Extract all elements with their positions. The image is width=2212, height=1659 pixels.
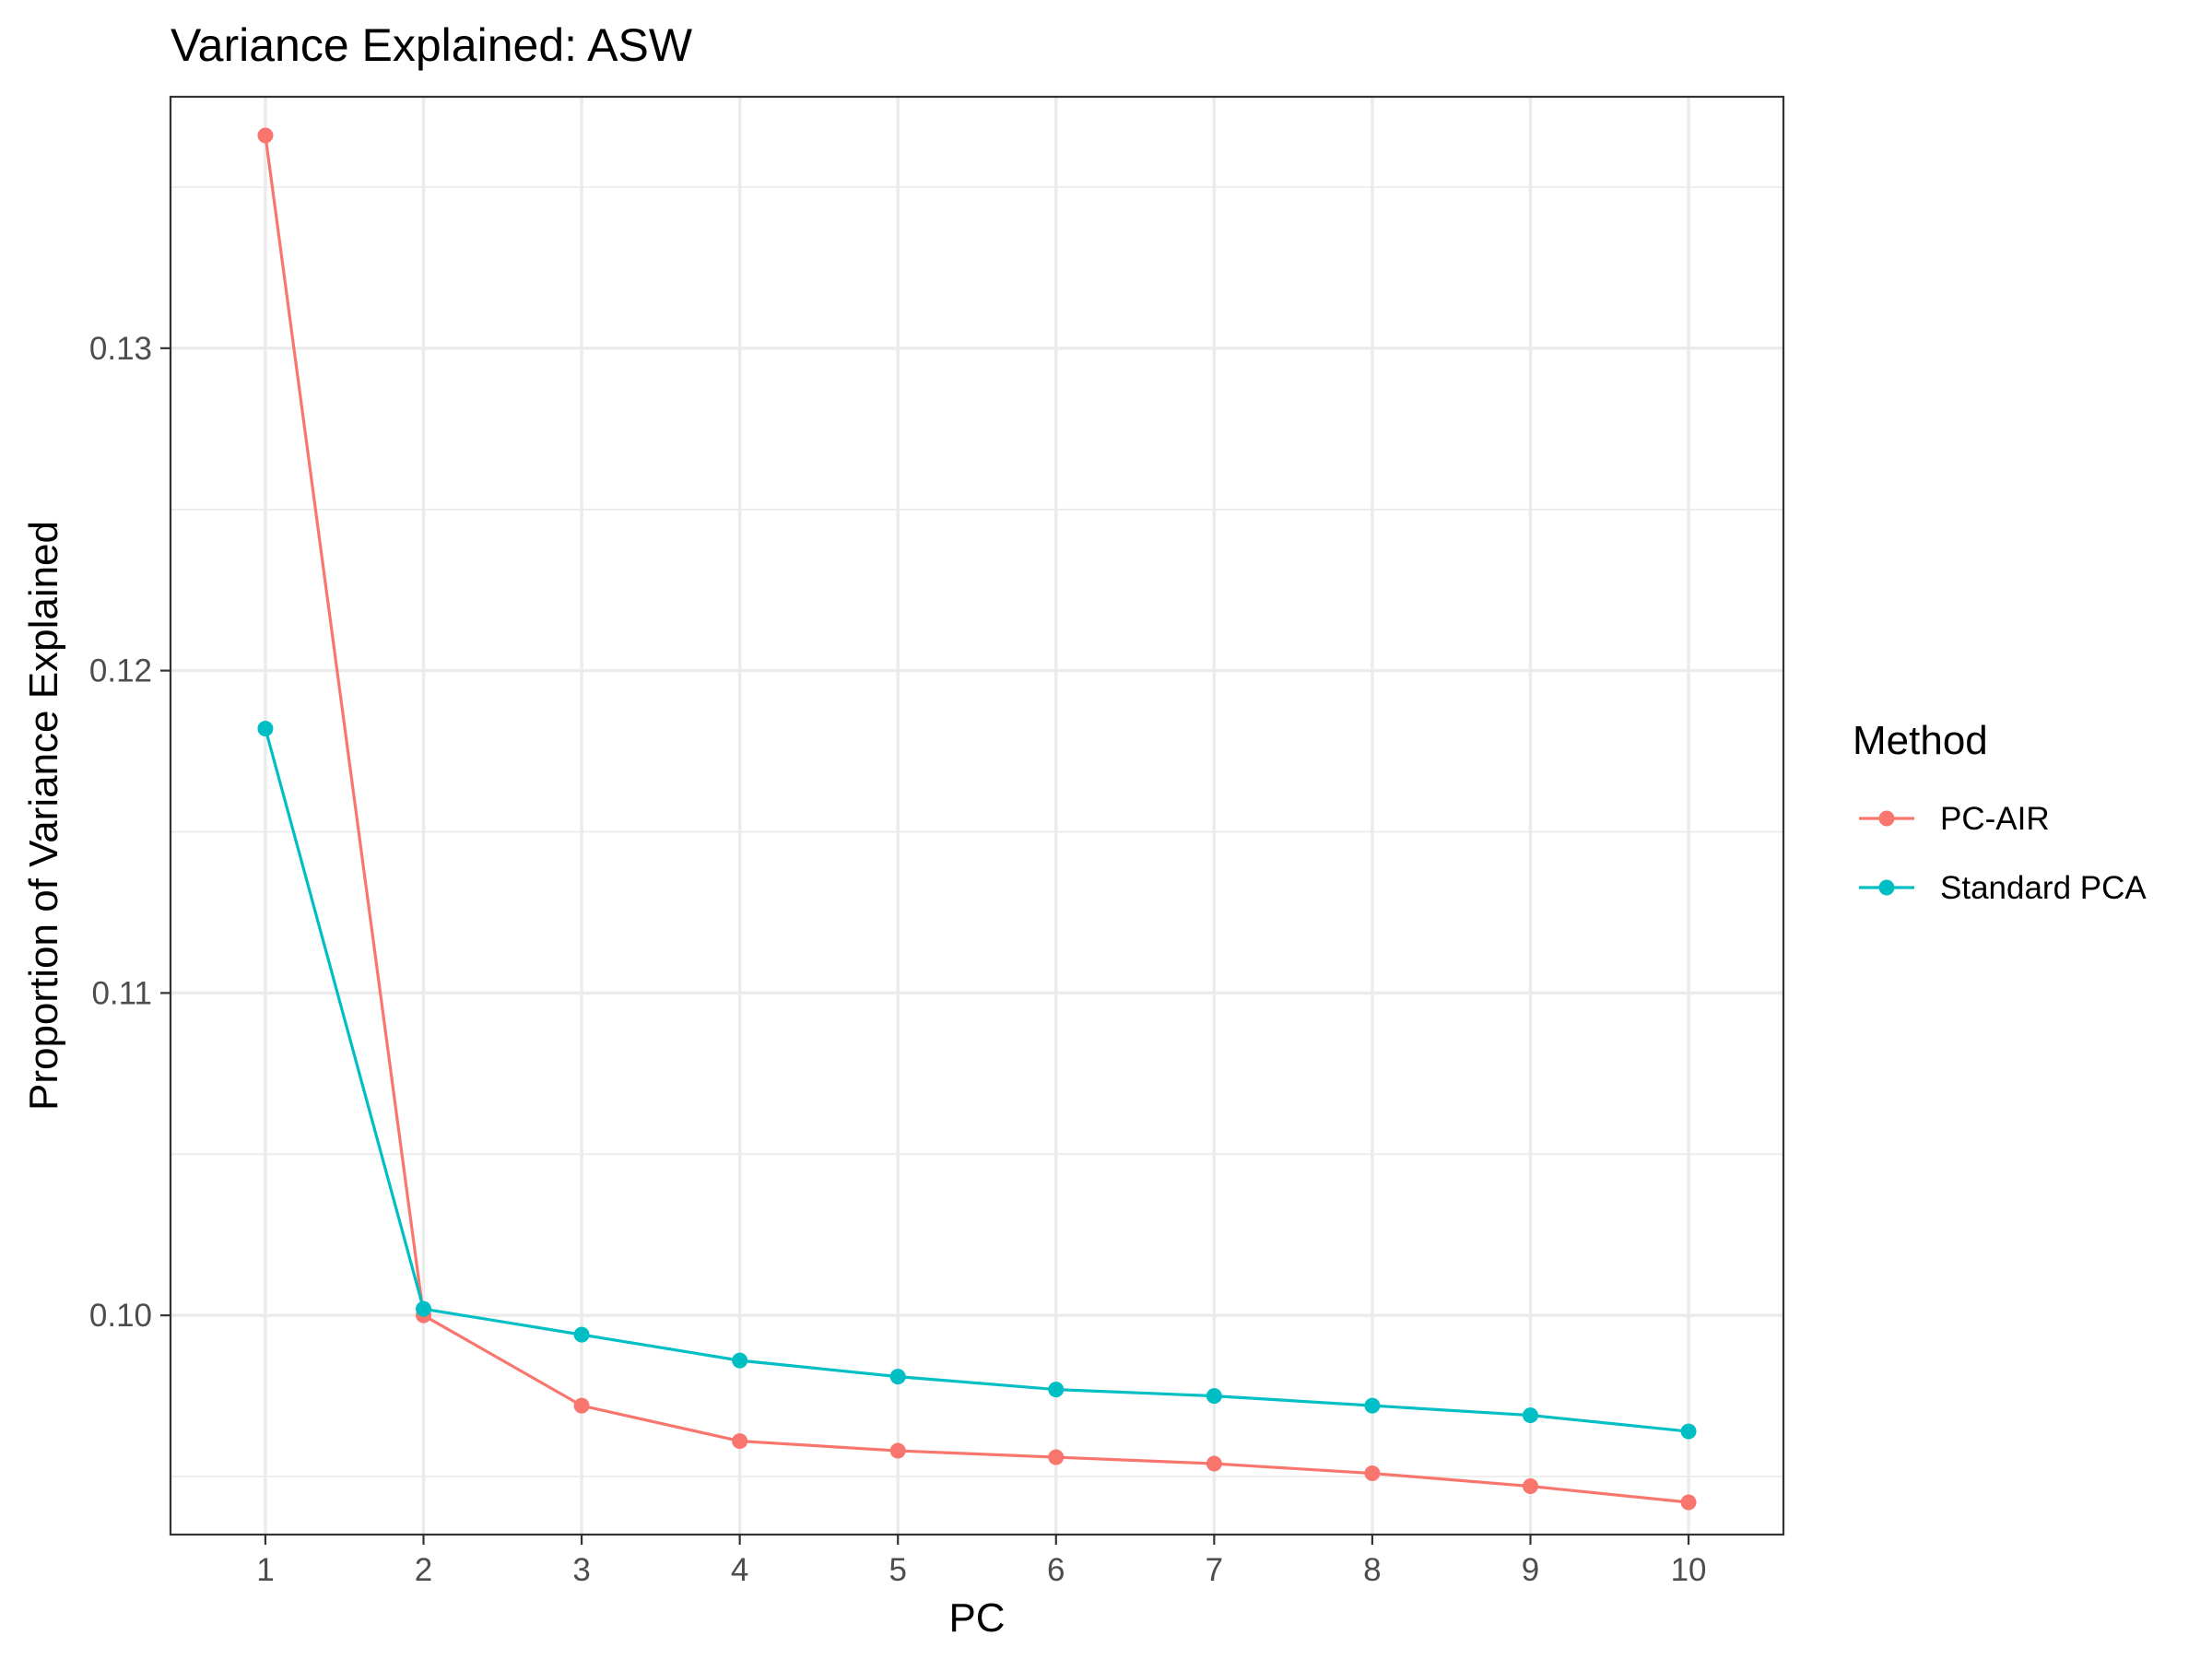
series-line-0 bbox=[264, 135, 1689, 1504]
series-1-point-2 bbox=[573, 1326, 590, 1343]
y-axis: 0.10 0.11 0.12 0.13 bbox=[89, 331, 171, 1334]
x-axis-title: PC bbox=[948, 1595, 1005, 1641]
x-tick-label-9: 10 bbox=[1671, 1552, 1707, 1588]
series-layer bbox=[257, 127, 1697, 1511]
chart-title: Variance Explained: ASW bbox=[171, 19, 693, 71]
x-tick-label-4: 5 bbox=[888, 1552, 906, 1588]
legend-item-1: Standard PCA bbox=[1859, 870, 2147, 906]
series-1-point-6 bbox=[1206, 1388, 1222, 1405]
x-tick-label-8: 9 bbox=[1522, 1552, 1539, 1588]
legend-key-point-1 bbox=[1878, 879, 1895, 896]
y-tick-label-0: 0.10 bbox=[89, 1298, 152, 1334]
grid bbox=[171, 97, 1783, 1535]
series-1-point-1 bbox=[416, 1300, 432, 1317]
legend: Method PC-AIR Standard PCA bbox=[1853, 718, 2147, 906]
y-tick-label-3: 0.13 bbox=[89, 331, 152, 367]
series-1-point-3 bbox=[732, 1352, 748, 1369]
series-0-point-8 bbox=[1522, 1478, 1538, 1495]
y-tick-label-2: 0.12 bbox=[89, 653, 152, 689]
x-axis: 1 2 3 4 5 6 7 8 9 10 bbox=[256, 1535, 1707, 1588]
series-1-point-5 bbox=[1048, 1382, 1065, 1398]
x-tick-label-3: 4 bbox=[731, 1552, 748, 1588]
series-1-point-0 bbox=[257, 721, 274, 737]
series-1-point-4 bbox=[889, 1369, 906, 1385]
legend-label-1: Standard PCA bbox=[1940, 870, 2147, 906]
series-0-point-3 bbox=[732, 1433, 748, 1450]
series-1-point-8 bbox=[1522, 1407, 1538, 1424]
legend-label-0: PC-AIR bbox=[1940, 801, 2050, 837]
y-tick-label-1: 0.11 bbox=[91, 975, 152, 1011]
series-0-point-0 bbox=[257, 127, 274, 144]
series-1 bbox=[257, 721, 1697, 1440]
legend-title: Method bbox=[1853, 718, 1988, 763]
series-0-point-7 bbox=[1364, 1465, 1381, 1482]
series-1-point-7 bbox=[1364, 1397, 1381, 1414]
series-0-point-9 bbox=[1680, 1494, 1697, 1511]
x-tick-label-6: 7 bbox=[1206, 1552, 1223, 1588]
series-line-1 bbox=[264, 728, 1689, 1433]
x-tick-label-2: 3 bbox=[572, 1552, 590, 1588]
x-tick-label-5: 6 bbox=[1047, 1552, 1065, 1588]
series-0-point-2 bbox=[573, 1397, 590, 1414]
x-tick-label-0: 1 bbox=[256, 1552, 274, 1588]
legend-item-0: PC-AIR bbox=[1859, 801, 2050, 837]
series-1-point-9 bbox=[1680, 1423, 1697, 1440]
x-tick-label-7: 8 bbox=[1363, 1552, 1381, 1588]
panel-border bbox=[169, 95, 1785, 1536]
series-0-point-6 bbox=[1206, 1455, 1222, 1472]
legend-key-point-0 bbox=[1878, 810, 1895, 827]
x-tick-label-1: 2 bbox=[415, 1552, 432, 1588]
y-axis-title: Proportion of Variance Explained bbox=[21, 521, 66, 1111]
series-0-point-4 bbox=[889, 1442, 906, 1459]
series-0-point-5 bbox=[1048, 1449, 1065, 1465]
